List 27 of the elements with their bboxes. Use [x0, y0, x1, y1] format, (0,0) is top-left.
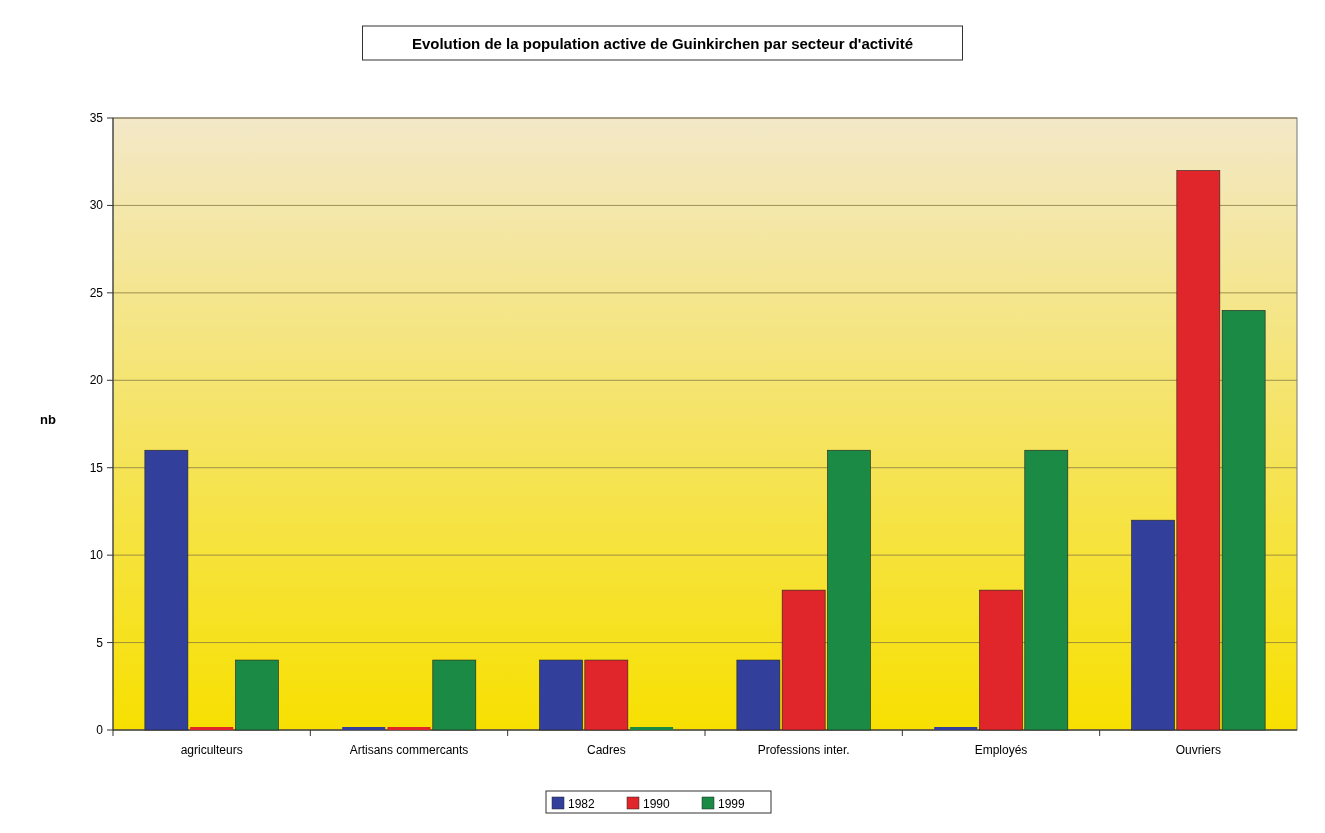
x-tick-label: Cadres [586, 743, 626, 757]
legend-label: 1999 [718, 797, 746, 811]
bar [190, 727, 234, 730]
y-tick-label: 15 [89, 460, 104, 475]
bar [432, 659, 477, 731]
chart-title: Evolution de la population active de Guinkirchen par secteur d'activité [411, 35, 914, 52]
bar [144, 449, 189, 731]
y-tick-label: 10 [89, 548, 104, 563]
y-tick-label: 5 [96, 635, 104, 650]
y-tick-label: 30 [89, 198, 104, 213]
legend-label: 1990 [643, 797, 671, 811]
x-tick-label: Artisans commercants [349, 743, 469, 757]
y-tick-label: 35 [89, 111, 104, 125]
y-axis-title: nb [40, 412, 56, 427]
bar [342, 727, 386, 730]
bar [630, 727, 674, 730]
x-tick-label: Professions inter. [757, 743, 850, 757]
y-tick-label: 20 [89, 373, 104, 388]
y-tick-label: 0 [96, 723, 104, 737]
legend-label: 1982 [568, 797, 596, 811]
x-tick-label: Employés [974, 743, 1028, 757]
y-tick-label: 25 [89, 285, 104, 300]
x-tick-label: Ouvriers [1175, 743, 1222, 757]
bar [387, 727, 431, 730]
x-tick-label: agriculteurs [180, 743, 243, 757]
bar [934, 727, 978, 730]
bar [235, 659, 279, 731]
